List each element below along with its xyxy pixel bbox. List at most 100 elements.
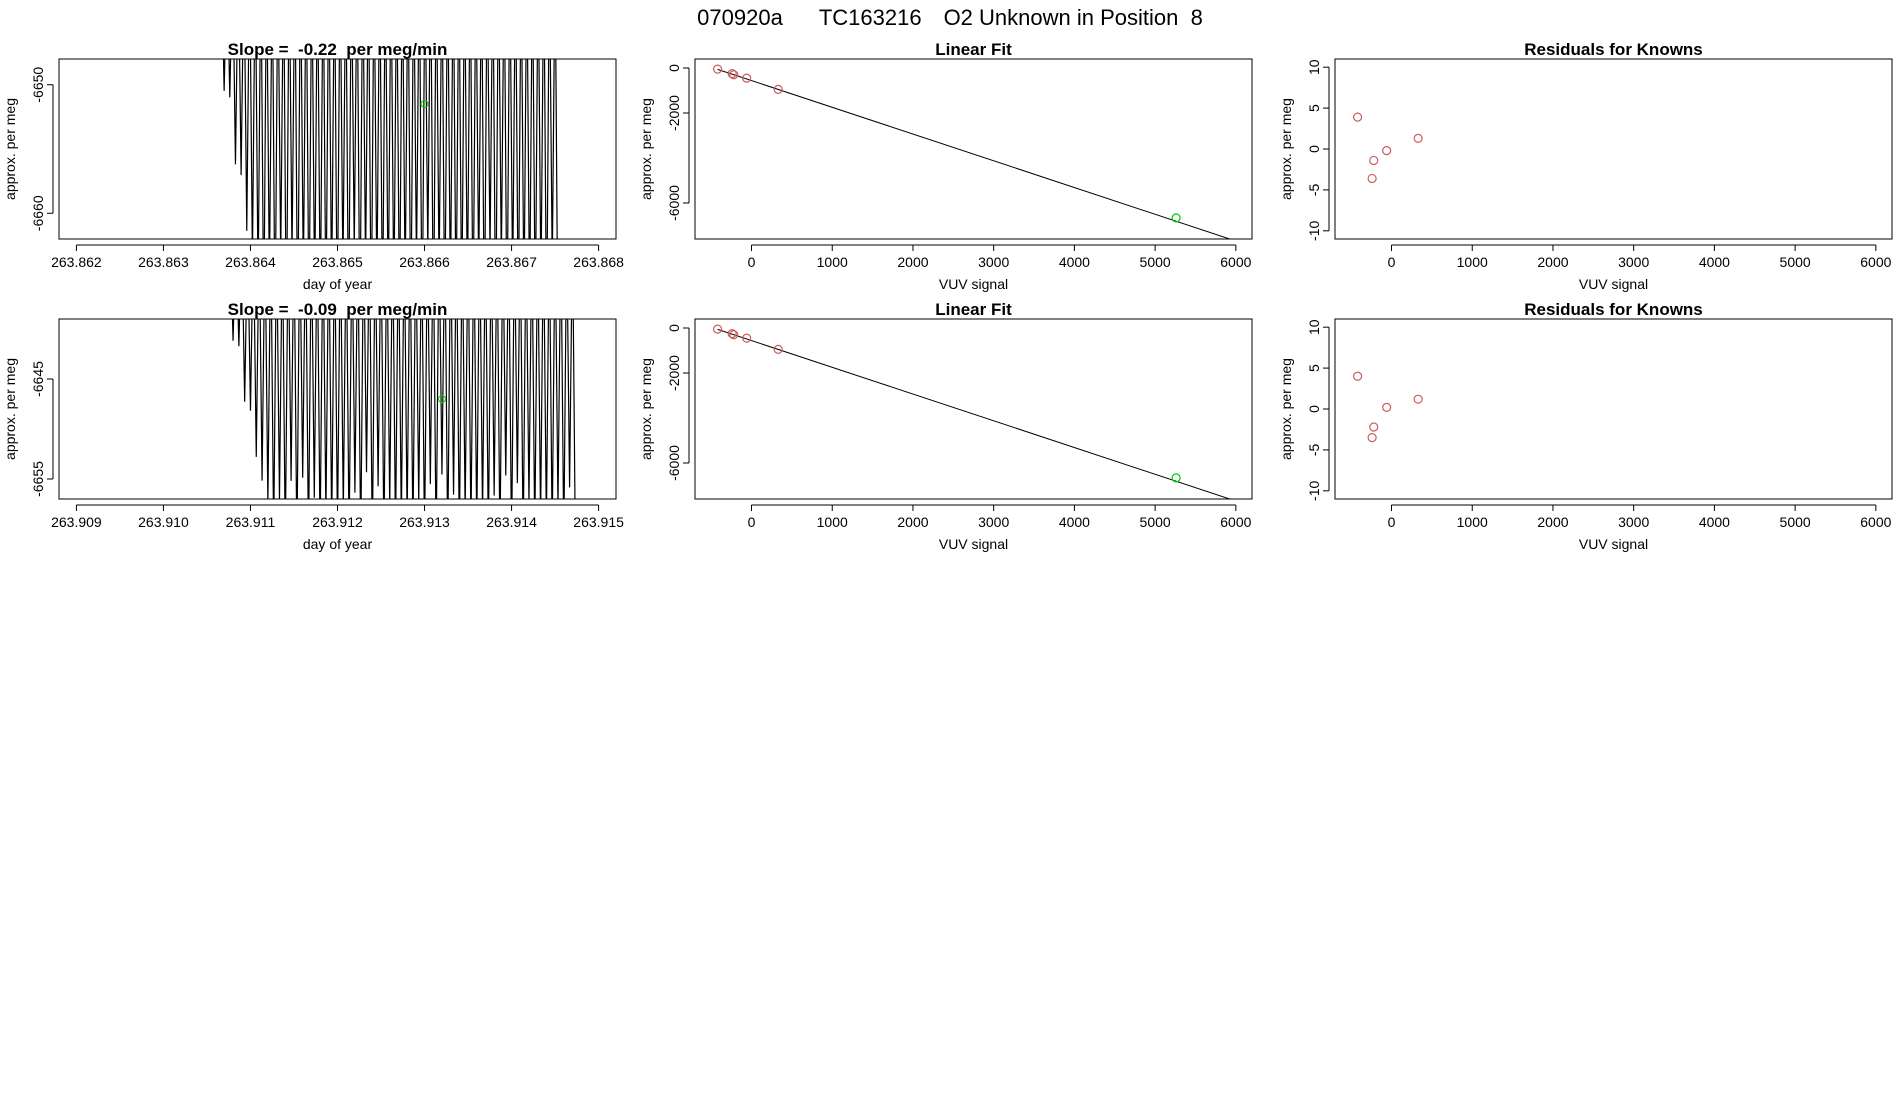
x-tick-label: 3000 bbox=[978, 514, 1009, 530]
plot-frame bbox=[58, 58, 617, 240]
known-point bbox=[1369, 422, 1379, 432]
y-axis-label: approx. per meg bbox=[1278, 98, 1294, 200]
signal-trace bbox=[231, 319, 576, 499]
x-tick-label: 263.865 bbox=[312, 254, 363, 270]
plot-frame bbox=[694, 318, 1253, 500]
x-axis-label: VUV signal bbox=[939, 536, 1008, 552]
x-tick-label: 2000 bbox=[897, 254, 928, 270]
data-layer bbox=[1353, 112, 1423, 184]
x-tick-label: 1000 bbox=[817, 254, 848, 270]
panel-res2: Residuals for Knowns 0 1000 2000 3000 4000 500… bbox=[1278, 300, 1893, 552]
x-tick-label: 1000 bbox=[817, 514, 848, 530]
known-point bbox=[1382, 402, 1392, 412]
y-tick-label: -6650 bbox=[30, 67, 46, 103]
known-point bbox=[1413, 394, 1423, 404]
x-tick-label: 0 bbox=[748, 254, 756, 270]
known-point bbox=[773, 344, 783, 354]
data-layer bbox=[713, 324, 1232, 499]
x-tick-label: 263.911 bbox=[226, 514, 276, 530]
x-tick-label: 0 bbox=[748, 514, 756, 530]
x-tick-label: 4000 bbox=[1699, 254, 1730, 270]
x-tick-label: 4000 bbox=[1059, 514, 1090, 530]
x-tick-label: 263.862 bbox=[51, 254, 102, 270]
known-point bbox=[1413, 133, 1423, 143]
x-tick-label: 263.915 bbox=[573, 514, 624, 530]
known-point bbox=[1367, 173, 1377, 184]
y-axis-label: approx. per meg bbox=[2, 98, 18, 200]
y-tick-label: -6655 bbox=[30, 461, 46, 497]
plot-frame bbox=[1334, 318, 1893, 500]
unknown-marker bbox=[420, 100, 429, 108]
y-axis-label: approx. per meg bbox=[638, 358, 654, 460]
unknown-point bbox=[1171, 213, 1181, 223]
fit-line bbox=[717, 68, 1232, 239]
x-tick-label: 3000 bbox=[1618, 514, 1649, 530]
y-tick-label: -6660 bbox=[30, 195, 46, 231]
fit-line bbox=[717, 328, 1232, 499]
y-axis-label: approx. per meg bbox=[2, 358, 18, 460]
panel-title: Slope = -0.09 per meg/min bbox=[228, 300, 448, 319]
x-axis-label: day of year bbox=[303, 536, 373, 552]
x-axis-label: day of year bbox=[303, 276, 373, 292]
panel-res1: Residuals for Knowns 0 1000 2000 3000 4000 500… bbox=[1278, 40, 1893, 292]
x-tick-label: 5000 bbox=[1780, 254, 1811, 270]
known-point bbox=[773, 84, 783, 94]
y-tick-label: 5 bbox=[1306, 364, 1322, 372]
known-point bbox=[713, 64, 723, 74]
main-title-run: 070920a bbox=[697, 5, 783, 30]
x-tick-label: 2000 bbox=[897, 514, 928, 530]
panel-title: Residuals for Knowns bbox=[1524, 40, 1703, 59]
x-tick-label: 3000 bbox=[1618, 254, 1649, 270]
x-axis-label: VUV signal bbox=[1579, 276, 1648, 292]
x-tick-label: 263.866 bbox=[399, 254, 450, 270]
panel-fit2: Linear Fit 0 1000 2000 3000 4000 5000 6000 VUV s… bbox=[638, 300, 1253, 552]
panel-title: Slope = -0.22 per meg/min bbox=[228, 40, 448, 59]
x-tick-label: 6000 bbox=[1860, 514, 1891, 530]
main-title: 070920a TC163216 O2 Unknown in Position 8 bbox=[697, 5, 1203, 30]
panel-ts1: Slope = -0.22 per meg/min 263.862 263.863 2… bbox=[2, 40, 624, 292]
x-tick-label: 2000 bbox=[1537, 514, 1568, 530]
y-tick-label: -10 bbox=[1306, 220, 1322, 240]
known-point bbox=[727, 69, 737, 79]
plot-frame bbox=[1334, 58, 1893, 240]
y-axis-label: approx. per meg bbox=[1278, 358, 1294, 460]
x-tick-label: 5000 bbox=[1140, 254, 1171, 270]
x-tick-label: 6000 bbox=[1220, 514, 1251, 530]
unknown-point bbox=[1171, 473, 1181, 483]
known-point bbox=[1353, 371, 1363, 381]
x-tick-label: 4000 bbox=[1699, 514, 1730, 530]
x-tick-label: 263.910 bbox=[138, 514, 189, 530]
x-tick-label: 263.914 bbox=[486, 514, 537, 530]
x-tick-label: 1000 bbox=[1457, 514, 1488, 530]
known-point bbox=[729, 70, 739, 80]
y-tick-label: 0 bbox=[1306, 145, 1322, 153]
main-title-tank: TC163216 bbox=[819, 5, 922, 30]
x-tick-label: 6000 bbox=[1860, 254, 1891, 270]
unknown-marker bbox=[437, 395, 446, 403]
y-tick-label: -2000 bbox=[666, 95, 682, 131]
known-point bbox=[1353, 112, 1363, 122]
x-tick-label: 6000 bbox=[1220, 254, 1251, 270]
x-tick-label: 2000 bbox=[1537, 254, 1568, 270]
known-point bbox=[729, 330, 739, 340]
y-tick-label: 10 bbox=[1306, 59, 1322, 75]
x-tick-label: 0 bbox=[1388, 254, 1396, 270]
x-tick-label: 263.909 bbox=[51, 514, 102, 530]
y-tick-label: -2000 bbox=[666, 355, 682, 391]
y-tick-label: -6000 bbox=[666, 445, 682, 481]
y-tick-label: -5 bbox=[1306, 443, 1322, 456]
data-layer bbox=[1353, 371, 1423, 443]
x-tick-label: 263.864 bbox=[225, 254, 276, 270]
data-layer bbox=[222, 59, 558, 239]
x-tick-label: 3000 bbox=[978, 254, 1009, 270]
y-tick-label: -5 bbox=[1306, 183, 1322, 196]
x-tick-label: 5000 bbox=[1780, 514, 1811, 530]
known-point bbox=[1369, 155, 1379, 166]
x-tick-label: 0 bbox=[1388, 514, 1396, 530]
x-tick-label: 263.912 bbox=[312, 514, 363, 530]
known-point bbox=[1367, 433, 1377, 443]
known-point bbox=[742, 333, 752, 343]
y-tick-label: 0 bbox=[666, 324, 682, 332]
panel-title: Residuals for Knowns bbox=[1524, 300, 1703, 319]
